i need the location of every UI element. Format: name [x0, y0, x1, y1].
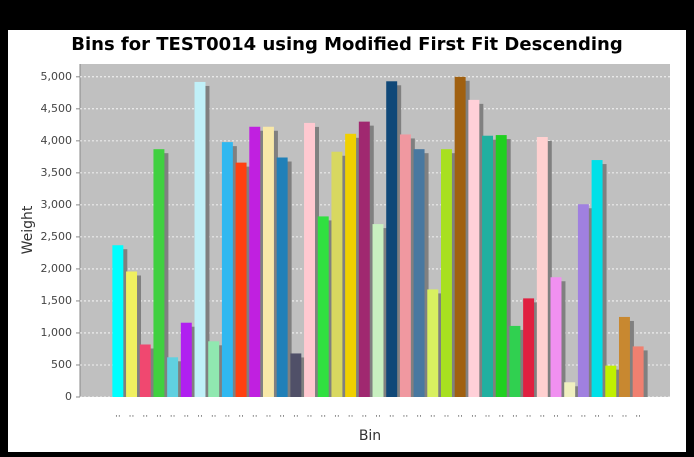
bar — [605, 365, 617, 397]
bar — [317, 216, 329, 397]
bar — [194, 81, 206, 397]
bar — [262, 126, 274, 397]
bar — [632, 346, 644, 397]
y-tick-label: 4,000 — [41, 134, 73, 147]
bar — [235, 162, 247, 397]
bar — [276, 157, 288, 397]
x-tick-label: .. — [608, 410, 614, 420]
bar — [372, 224, 384, 397]
bar — [399, 134, 411, 397]
x-tick-label: .. — [512, 410, 518, 420]
bar — [345, 133, 357, 397]
bar — [618, 316, 630, 397]
bar — [523, 298, 535, 397]
bar — [536, 137, 548, 397]
x-axis-label: Bin — [359, 428, 381, 444]
x-tick-label: .. — [361, 410, 367, 420]
x-tick-label: .. — [526, 410, 532, 420]
chart-title: Bins for TEST0014 using Modified First F… — [71, 34, 622, 55]
x-tick-label: .. — [553, 410, 559, 420]
x-tick-label: .. — [430, 410, 436, 420]
bar — [482, 135, 494, 397]
y-tick-label: 3,500 — [41, 166, 73, 179]
x-tick-label: .. — [129, 410, 135, 420]
bar — [180, 322, 192, 397]
y-tick-label: 0 — [65, 390, 72, 403]
bar — [577, 204, 589, 397]
bar — [454, 76, 466, 398]
x-tick-label: .. — [142, 410, 148, 420]
y-tick-label: 4,500 — [41, 102, 73, 115]
bar — [550, 277, 562, 397]
x-tick-label: .. — [567, 410, 573, 420]
y-tick-label: 2,500 — [41, 230, 73, 243]
bar — [208, 341, 220, 397]
bar — [386, 81, 398, 398]
bar — [167, 357, 179, 397]
bar — [509, 325, 521, 397]
x-tick-label: .. — [307, 410, 313, 420]
y-tick-label: 2,000 — [41, 262, 73, 275]
x-tick-label: .. — [471, 410, 477, 420]
x-tick-label: .. — [183, 410, 189, 420]
x-tick-label: .. — [403, 410, 409, 420]
x-tick-label: .. — [252, 410, 258, 420]
bar — [249, 126, 261, 397]
x-tick-label: .. — [416, 410, 422, 420]
x-tick-label: .. — [334, 410, 340, 420]
x-tick-label: .. — [238, 410, 244, 420]
x-tick-label: .. — [225, 410, 231, 420]
x-tick-label: .. — [444, 410, 450, 420]
y-tick-label: 3,000 — [41, 198, 73, 211]
bar — [427, 289, 439, 397]
bar — [358, 121, 370, 397]
bar — [290, 353, 302, 397]
bar — [126, 271, 138, 397]
x-tick-label: .. — [197, 410, 203, 420]
x-tick-label: .. — [622, 410, 628, 420]
y-axis-label: Weight — [20, 205, 36, 254]
bar — [221, 142, 233, 397]
bar — [139, 344, 151, 397]
x-tick-label: .. — [498, 410, 504, 420]
y-tick-label: 500 — [51, 358, 72, 371]
x-tick-label: .. — [279, 410, 285, 420]
bar — [440, 149, 452, 397]
bar — [591, 160, 603, 397]
y-tick-label: 5,000 — [41, 70, 73, 83]
x-tick-label: .. — [266, 410, 272, 420]
x-tick-label: .. — [348, 410, 354, 420]
bar — [304, 122, 316, 398]
x-tick-label: .. — [293, 410, 299, 420]
y-tick-label: 1,500 — [41, 294, 73, 307]
x-tick-label: .. — [170, 410, 176, 420]
x-tick-label: .. — [320, 410, 326, 420]
bar — [564, 382, 576, 397]
x-tick-label: .. — [389, 410, 395, 420]
x-tick-label: .. — [156, 410, 162, 420]
x-tick-label: .. — [539, 410, 545, 420]
x-tick-label: .. — [375, 410, 381, 420]
x-tick-label: .. — [457, 410, 463, 420]
x-tick-label: .. — [211, 410, 217, 420]
x-tick-label: .. — [115, 410, 121, 420]
bar — [468, 99, 480, 397]
x-tick-label: .. — [581, 410, 587, 420]
y-tick-label: 1,000 — [41, 326, 73, 339]
bar — [112, 245, 124, 397]
bar — [413, 149, 425, 397]
x-tick-label: .. — [594, 410, 600, 420]
bar — [153, 149, 165, 397]
bar — [495, 135, 507, 397]
x-tick-label: .. — [485, 410, 491, 420]
x-tick-label: .. — [635, 410, 641, 420]
bar — [331, 151, 343, 397]
